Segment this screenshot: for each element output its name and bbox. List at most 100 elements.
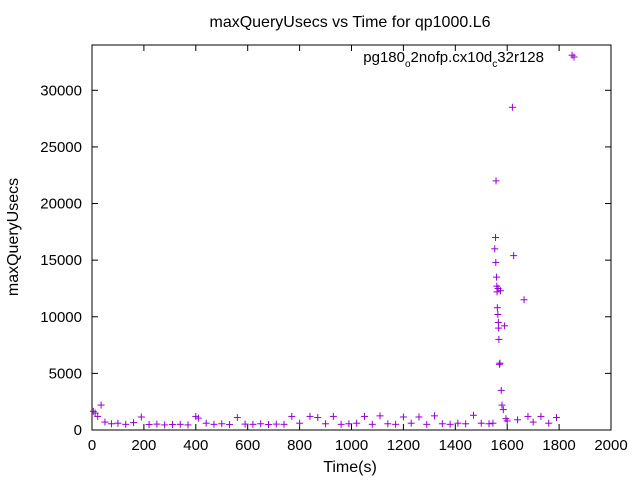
legend-label-part: 2nofp.cx10d bbox=[411, 49, 493, 66]
data-point bbox=[503, 417, 511, 425]
data-point bbox=[495, 324, 503, 332]
legend-marker bbox=[570, 53, 578, 61]
y-tick-label: 20000 bbox=[40, 196, 82, 213]
data-point bbox=[122, 420, 130, 428]
data-point bbox=[496, 287, 504, 295]
data-point bbox=[489, 419, 497, 427]
data-point bbox=[241, 420, 249, 428]
data-point bbox=[492, 234, 500, 241]
data-point bbox=[145, 421, 153, 429]
data-point bbox=[495, 360, 503, 368]
x-tick-label: 600 bbox=[235, 437, 260, 454]
data-point bbox=[314, 414, 322, 422]
data-point bbox=[553, 414, 561, 422]
data-point bbox=[272, 420, 280, 428]
data-point bbox=[497, 386, 505, 394]
data-point bbox=[288, 412, 296, 420]
x-tick-label: 400 bbox=[183, 437, 208, 454]
data-point bbox=[494, 311, 502, 318]
data-point bbox=[501, 322, 509, 330]
data-point bbox=[491, 245, 499, 253]
data-point bbox=[360, 412, 368, 420]
data-point bbox=[545, 419, 553, 427]
data-point bbox=[477, 419, 485, 427]
data-point bbox=[368, 420, 376, 428]
legend-label: pg180o2nofp.cx10dc32r128 bbox=[363, 49, 544, 70]
data-point bbox=[97, 401, 105, 409]
data-point bbox=[407, 419, 415, 427]
y-tick-label: 25000 bbox=[40, 139, 82, 156]
data-point bbox=[89, 407, 97, 415]
x-tick-label: 1200 bbox=[387, 437, 420, 454]
x-tick-label: 2000 bbox=[594, 437, 627, 454]
data-point bbox=[485, 420, 493, 428]
legend-label-sub: o bbox=[405, 59, 411, 70]
data-point bbox=[184, 421, 192, 429]
data-point bbox=[202, 419, 210, 427]
data-point bbox=[306, 412, 314, 420]
data-point bbox=[353, 419, 361, 427]
data-point bbox=[376, 412, 384, 420]
data-point bbox=[226, 421, 234, 429]
data-point bbox=[257, 420, 265, 428]
data-point bbox=[114, 419, 122, 427]
legend-marker-symbol bbox=[570, 53, 578, 61]
data-point bbox=[280, 420, 288, 428]
y-tick-label: 5000 bbox=[49, 365, 82, 382]
data-point bbox=[296, 419, 304, 427]
data-point bbox=[384, 420, 392, 428]
x-tick-label: 1800 bbox=[542, 437, 575, 454]
data-point bbox=[454, 419, 462, 427]
data-point bbox=[392, 420, 400, 428]
data-point bbox=[168, 421, 176, 429]
data-point bbox=[218, 420, 226, 428]
data-point bbox=[249, 420, 257, 428]
x-tick-label: 1600 bbox=[491, 437, 524, 454]
legend-label-sub: c bbox=[492, 59, 497, 70]
plot-frame bbox=[91, 44, 612, 431]
data-point bbox=[101, 418, 109, 426]
data-point bbox=[496, 359, 504, 367]
y-axis-label: maxQueryUsecs bbox=[5, 178, 22, 296]
data-point bbox=[493, 304, 501, 312]
y-axis: 0 5000 10000 15000 20000 25000 30000 bbox=[40, 82, 611, 439]
data-point bbox=[322, 420, 330, 428]
data-point bbox=[194, 414, 202, 422]
data-point bbox=[137, 413, 145, 421]
data-point bbox=[337, 420, 345, 428]
data-point bbox=[493, 288, 501, 296]
data-points bbox=[89, 51, 576, 429]
data-point bbox=[529, 418, 537, 426]
data-point bbox=[514, 416, 522, 424]
data-point bbox=[508, 103, 516, 111]
legend-label-part: 32r128 bbox=[497, 49, 544, 66]
data-point bbox=[495, 335, 503, 343]
data-point bbox=[462, 420, 470, 428]
data-point bbox=[499, 406, 507, 414]
data-point bbox=[446, 420, 454, 428]
data-point bbox=[423, 420, 431, 428]
data-point bbox=[438, 420, 446, 428]
data-point bbox=[431, 412, 439, 420]
data-point bbox=[568, 51, 576, 59]
data-point bbox=[510, 252, 518, 260]
data-point bbox=[415, 413, 423, 421]
data-point bbox=[233, 414, 241, 422]
chart-title: maxQueryUsecs vs Time for qp1000.L6 bbox=[209, 14, 490, 31]
data-point bbox=[399, 413, 407, 421]
x-tick-label: 800 bbox=[287, 437, 312, 454]
data-point bbox=[498, 401, 506, 409]
data-point bbox=[94, 412, 102, 420]
data-point bbox=[492, 258, 500, 266]
y-tick-label: 10000 bbox=[40, 309, 82, 326]
x-tick-label: 1000 bbox=[335, 437, 368, 454]
y-tick-label: 15000 bbox=[40, 252, 82, 269]
data-point bbox=[524, 412, 532, 420]
data-point bbox=[107, 420, 115, 428]
y-tick-label: 0 bbox=[74, 422, 82, 439]
x-axis: 0 200 400 600 800 1000 1200 1400 1600 1800 2000 bbox=[88, 45, 628, 454]
x-tick-label: 1400 bbox=[439, 437, 472, 454]
data-point bbox=[130, 419, 138, 427]
y-tick-label: 30000 bbox=[40, 82, 82, 99]
